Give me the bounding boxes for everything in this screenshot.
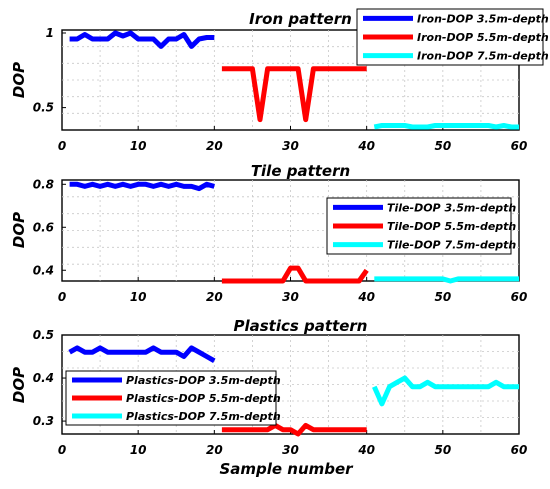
legend-label: Iron-DOP 7.5m-depth xyxy=(417,50,549,63)
legend-label: Plastics-DOP 7.5m-depth xyxy=(126,410,281,423)
x-tick-label: 30 xyxy=(282,290,299,304)
y-tick-label: 0.3 xyxy=(33,414,54,428)
y-tick-label: 0.4 xyxy=(33,263,54,277)
x-axis-label: Sample number xyxy=(219,460,354,478)
y-tick-label: 0.5 xyxy=(33,101,54,115)
x-tick-label: 0 xyxy=(58,139,66,153)
y-tick-label: 0.4 xyxy=(33,371,54,385)
x-tick-label: 50 xyxy=(434,443,451,457)
series-line-2 xyxy=(373,123,519,130)
x-tick-label: 40 xyxy=(357,443,375,457)
panel-title: Tile pattern xyxy=(251,162,350,180)
y-tick-label: 1 xyxy=(46,26,54,40)
x-tick-label: 30 xyxy=(282,139,299,153)
series-line-1 xyxy=(221,66,367,123)
y-axis-label: DOP xyxy=(10,367,28,403)
panel-0: 0 10 20 30 40 50 60 0.5 1 Iron pattern DOP Iron-DOP… xyxy=(10,8,549,153)
x-tick-label: 20 xyxy=(206,139,223,153)
series-line-1 xyxy=(221,265,369,284)
legend-label: Tile-DOP 3.5m-depth xyxy=(387,201,516,214)
y-tick-label: 0.6 xyxy=(33,220,54,234)
legend-label: Iron-DOP 5.5m-depth xyxy=(417,31,549,44)
legend: Tile-DOP 3.5m-depth Tile-DOP 5.5m-depth Ti… xyxy=(326,197,516,255)
x-tick-label: 60 xyxy=(511,443,528,457)
x-tick-label: 40 xyxy=(357,290,375,304)
x-tick-label: 30 xyxy=(282,443,299,457)
x-tick-label: 10 xyxy=(130,290,147,304)
y-tick-label: 0.5 xyxy=(33,328,54,342)
x-tick-label: 40 xyxy=(357,139,375,153)
x-tick-label: 60 xyxy=(511,139,528,153)
legend-label: Tile-DOP 7.5m-depth xyxy=(387,239,516,252)
x-tick-label: 20 xyxy=(206,443,223,457)
series-line-1 xyxy=(221,422,367,437)
panel-1: 0 10 20 30 40 50 60 0.4 0.6 0.8 Tile pattern DOP Til… xyxy=(10,162,527,304)
panel-2: 0 10 20 30 40 50 60 0.3 0.4 0.5 Plastics pattern DO… xyxy=(10,317,527,457)
x-tick-label: 50 xyxy=(434,290,451,304)
y-axis-label: DOP xyxy=(10,62,28,98)
legend-label: Plastics-DOP 3.5m-depth xyxy=(126,374,281,387)
y-tick-label: 0.8 xyxy=(33,177,54,191)
panel-title: Plastics pattern xyxy=(234,317,368,335)
x-tick-label: 10 xyxy=(130,443,147,457)
series-line-2 xyxy=(374,276,519,284)
series-line-0 xyxy=(69,181,215,192)
legend-label: Tile-DOP 5.5m-depth xyxy=(387,220,516,233)
legend: Plastics-DOP 3.5m-depth Plastics-DOP 5.5m… xyxy=(65,370,281,426)
series-line-0 xyxy=(68,345,216,363)
x-tick-label: 50 xyxy=(434,139,451,153)
y-axis-label: DOP xyxy=(10,212,28,248)
series-line-0 xyxy=(69,30,215,49)
x-tick-label: 60 xyxy=(511,290,528,304)
legend: Iron-DOP 3.5m-depth Iron-DOP 5.5m-depth Ir… xyxy=(356,8,549,66)
x-tick-label: 0 xyxy=(58,443,66,457)
legend-label: Plastics-DOP 5.5m-depth xyxy=(126,392,281,405)
series-line-2 xyxy=(372,375,519,407)
x-tick-label: 0 xyxy=(58,290,66,304)
x-tick-label: 20 xyxy=(206,290,223,304)
legend-label: Iron-DOP 3.5m-depth xyxy=(417,12,549,25)
panel-title: Iron pattern xyxy=(249,10,352,28)
x-tick-label: 10 xyxy=(130,139,147,153)
